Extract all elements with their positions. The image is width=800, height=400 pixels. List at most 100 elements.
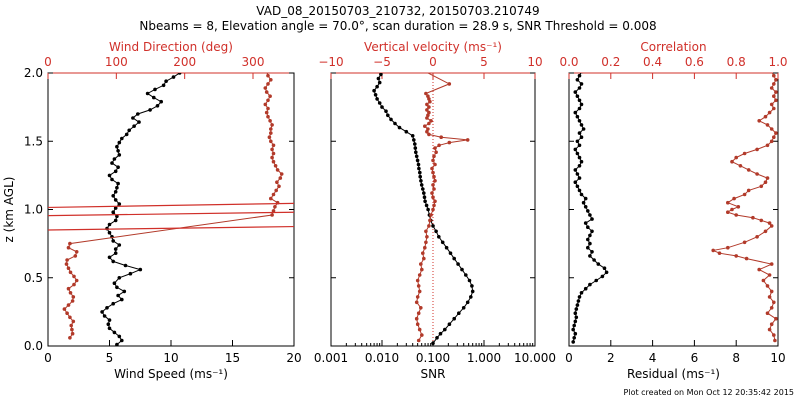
data-point bbox=[421, 69, 425, 73]
data-point bbox=[577, 86, 582, 90]
data-point bbox=[112, 330, 117, 335]
data-point bbox=[271, 209, 276, 213]
data-point bbox=[426, 127, 430, 131]
data-point bbox=[427, 121, 431, 126]
data-point bbox=[416, 284, 421, 288]
data-point bbox=[588, 233, 592, 238]
data-point bbox=[68, 315, 72, 320]
data-point bbox=[577, 131, 582, 135]
data-point bbox=[456, 262, 460, 266]
data-point bbox=[576, 299, 581, 303]
data-point bbox=[769, 127, 774, 131]
data-point bbox=[269, 54, 273, 58]
data-point bbox=[116, 293, 120, 298]
data-point bbox=[765, 311, 770, 316]
data-point bbox=[579, 135, 584, 139]
data-point bbox=[433, 199, 437, 204]
y-tick-label: 1.5 bbox=[24, 134, 43, 148]
figure-title-line2: Nbeams = 8, Elevation angle = 70.0°, sca… bbox=[139, 19, 656, 33]
data-point bbox=[113, 218, 118, 223]
data-point bbox=[586, 209, 590, 213]
data-point bbox=[573, 147, 578, 152]
data-point bbox=[64, 262, 69, 266]
top-tick-label: 0.8 bbox=[727, 55, 746, 69]
panel-vertical-snr: 0.001 0.010 0.100 1.000 10.000 SNR −10 −5 0 5 10 Ve… bbox=[314, 40, 556, 381]
data-point bbox=[423, 199, 427, 204]
data-point bbox=[113, 206, 118, 210]
series-segment bbox=[48, 225, 294, 231]
data-point bbox=[424, 229, 428, 234]
data-point bbox=[772, 73, 776, 78]
data-point bbox=[767, 295, 772, 299]
data-point bbox=[447, 322, 452, 327]
data-point bbox=[452, 256, 457, 261]
data-point bbox=[418, 174, 423, 179]
data-point bbox=[421, 251, 425, 255]
y-tick-label: 1.0 bbox=[24, 203, 43, 217]
data-point bbox=[457, 311, 461, 316]
data-point bbox=[111, 210, 115, 214]
data-point bbox=[572, 336, 576, 340]
data-point bbox=[767, 273, 772, 277]
x-axis-label: SNR bbox=[421, 367, 446, 381]
data-point bbox=[426, 207, 430, 212]
data-point bbox=[774, 316, 778, 321]
data-point bbox=[440, 240, 445, 245]
data-point bbox=[438, 331, 443, 336]
data-point bbox=[769, 102, 774, 107]
top-axis-label: Wind Direction (deg) bbox=[109, 40, 233, 54]
data-point bbox=[426, 113, 430, 118]
data-point bbox=[127, 128, 131, 133]
data-point bbox=[437, 235, 441, 239]
data-point bbox=[573, 110, 578, 115]
data-point bbox=[159, 99, 163, 104]
data-point bbox=[772, 106, 776, 111]
panel-residual-correlation: 0 2 4 6 8 10 Residual (ms⁻¹) 0.0 0.2 0.4 0.6 0.8 1.0… bbox=[559, 40, 787, 381]
top-tick-label: 0 bbox=[44, 55, 52, 69]
data-point bbox=[447, 140, 452, 145]
top-tick-label: 10 bbox=[527, 55, 542, 69]
data-point bbox=[393, 121, 397, 126]
data-point bbox=[467, 278, 472, 283]
data-point bbox=[120, 297, 124, 302]
data-point bbox=[380, 105, 384, 109]
data-point bbox=[774, 90, 778, 94]
data-point bbox=[572, 323, 576, 328]
top-tick-label: 0.2 bbox=[601, 55, 620, 69]
data-point bbox=[264, 90, 269, 94]
data-point bbox=[575, 114, 580, 119]
data-point bbox=[111, 301, 115, 306]
y-axis-label: z (km AGL) bbox=[2, 177, 16, 243]
data-point bbox=[422, 256, 426, 261]
data-point bbox=[586, 225, 590, 229]
data-point bbox=[577, 98, 582, 103]
data-point bbox=[268, 94, 272, 98]
x-tick-label: 8 bbox=[732, 351, 740, 365]
data-point bbox=[427, 132, 431, 137]
data-point bbox=[155, 104, 160, 108]
data-point bbox=[72, 282, 76, 287]
data-point bbox=[418, 170, 422, 175]
data-point bbox=[153, 87, 157, 92]
top-tick-label: 0.4 bbox=[643, 55, 662, 69]
data-point bbox=[439, 135, 444, 139]
data-point bbox=[767, 221, 772, 225]
data-point bbox=[573, 90, 578, 94]
data-point bbox=[117, 334, 122, 339]
series-line bbox=[572, 73, 608, 343]
plot-area bbox=[571, 73, 778, 344]
data-point bbox=[432, 174, 436, 179]
x-tick-label: 0 bbox=[44, 351, 52, 365]
data-point bbox=[270, 147, 274, 152]
data-point bbox=[432, 203, 436, 208]
data-point bbox=[425, 235, 429, 239]
data-point bbox=[573, 331, 578, 336]
data-point bbox=[410, 134, 415, 138]
data-point bbox=[432, 154, 436, 159]
data-point bbox=[746, 168, 751, 172]
data-point bbox=[452, 316, 457, 321]
data-point bbox=[759, 218, 764, 223]
series-segment bbox=[48, 202, 294, 209]
data-point bbox=[575, 94, 580, 98]
top-axis-label: Correlation bbox=[640, 40, 706, 54]
